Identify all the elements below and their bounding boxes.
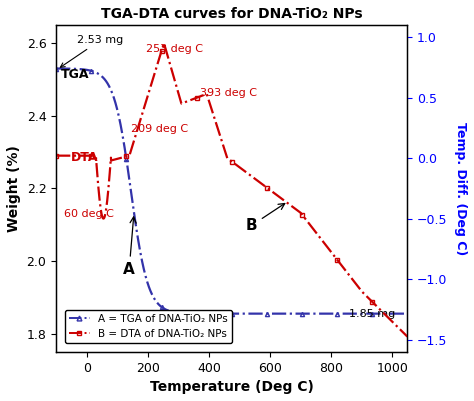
Legend: A = TGA of DNA-TiO₂ NPs, B = DTA of DNA-TiO₂ NPs: A = TGA of DNA-TiO₂ NPs, B = DTA of DNA-… xyxy=(65,310,232,343)
Text: TGA: TGA xyxy=(61,67,89,81)
Text: A: A xyxy=(123,217,136,277)
Y-axis label: Weight (%): Weight (%) xyxy=(7,145,21,232)
Text: B: B xyxy=(246,203,285,233)
Text: 2.53 mg: 2.53 mg xyxy=(60,35,124,67)
Title: TGA-DTA curves for DNA-TiO₂ NPs: TGA-DTA curves for DNA-TiO₂ NPs xyxy=(101,7,363,21)
Text: 60 deg C: 60 deg C xyxy=(64,209,114,219)
Text: 393 deg C: 393 deg C xyxy=(200,88,256,98)
Text: 253 deg C: 253 deg C xyxy=(146,44,203,54)
X-axis label: Temperature (Deg C): Temperature (Deg C) xyxy=(150,380,314,394)
Text: 1.85 mg: 1.85 mg xyxy=(349,309,396,319)
Text: 209 deg C: 209 deg C xyxy=(131,124,188,134)
Y-axis label: Temp. Diff. (Deg C): Temp. Diff. (Deg C) xyxy=(454,122,467,255)
Text: DTA: DTA xyxy=(72,151,99,164)
